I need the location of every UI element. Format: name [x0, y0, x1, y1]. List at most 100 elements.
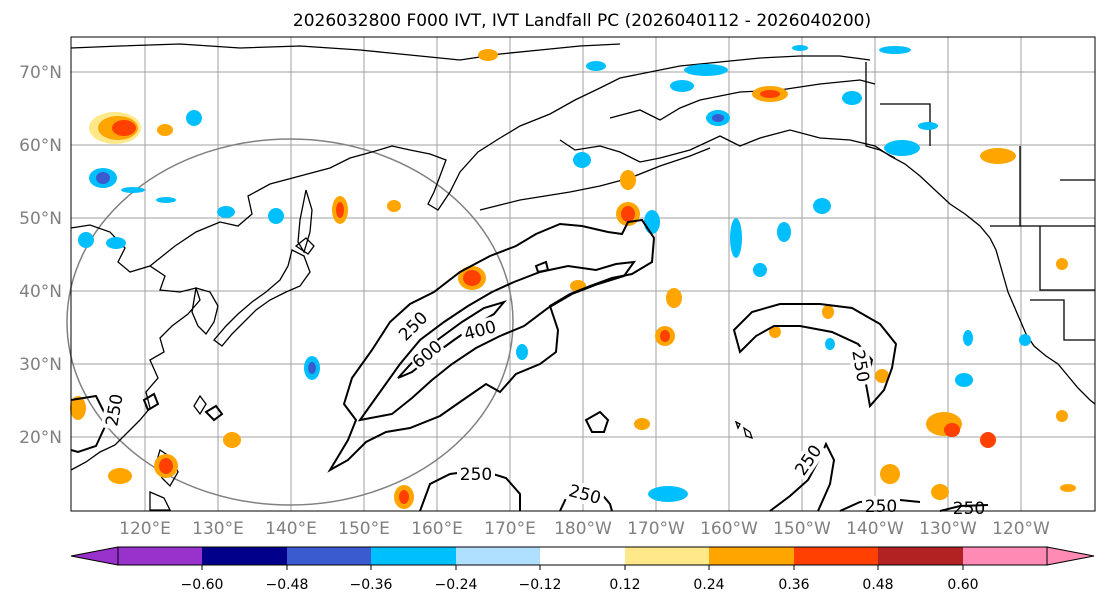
colorbar-extend-under	[70, 546, 119, 566]
patch	[944, 423, 960, 437]
lon-label-170e: 170°E	[484, 519, 536, 539]
contour-label-bg	[457, 464, 495, 484]
figure-title: 2026032800 F000 IVT, IVT Landfall PC (20…	[293, 11, 871, 31]
landfall-region-circle	[66, 138, 514, 506]
lat-label-70: 70°N	[19, 63, 62, 83]
patch	[918, 122, 938, 130]
patch	[1056, 258, 1068, 270]
patch	[387, 200, 401, 212]
contour-label-bg	[393, 306, 433, 346]
patch	[825, 338, 835, 350]
cbar-tick-label: −0.48	[266, 577, 309, 593]
map-frame	[70, 36, 1096, 512]
patch	[1019, 334, 1031, 346]
colorbar-ticks	[201, 565, 964, 570]
patch	[880, 464, 900, 484]
cbar-tick-label: 0.60	[947, 577, 978, 593]
lon-label-170w: 170°W	[627, 519, 685, 539]
colorbar-segment-2	[287, 547, 371, 565]
patch	[121, 187, 145, 193]
lat-label-30: 30°N	[19, 355, 62, 375]
contour-label-bg	[564, 479, 606, 509]
lon-label-150e: 150°E	[338, 519, 390, 539]
patch	[217, 206, 235, 218]
cbar-tick-label: −0.24	[435, 577, 478, 593]
patch	[156, 197, 176, 203]
patch	[760, 90, 780, 98]
patch	[792, 45, 808, 51]
patch	[159, 458, 173, 474]
lon-label-180w: 180°W	[554, 519, 612, 539]
patch	[308, 362, 316, 374]
patch	[670, 80, 694, 92]
patch	[463, 270, 481, 286]
patch	[980, 148, 1016, 164]
contour-label-bg	[847, 345, 875, 387]
patch	[955, 373, 973, 387]
cbar-tick-label: −0.12	[519, 577, 562, 593]
colorbar-segment-3	[371, 547, 456, 565]
positive-anomaly-patches	[70, 49, 1076, 509]
lat-label-20: 20°N	[19, 428, 62, 448]
contour-label-bg	[788, 438, 828, 482]
patch	[875, 369, 889, 383]
patch	[620, 170, 636, 190]
colorbar-extend-over	[1046, 546, 1095, 566]
contour-label-bg	[407, 335, 447, 373]
patch	[879, 46, 911, 54]
patch	[884, 140, 920, 156]
patch	[157, 124, 173, 136]
colorbar-segment-6	[625, 547, 709, 565]
lon-label-130w: 130°W	[919, 519, 977, 539]
contour-label-bg	[459, 315, 501, 345]
patch	[666, 288, 682, 308]
patch	[621, 206, 635, 222]
colorbar-segment-9	[878, 547, 963, 565]
patch	[70, 396, 86, 420]
patch	[648, 486, 688, 502]
lat-label-60: 60°N	[19, 136, 62, 156]
patch	[712, 114, 724, 122]
patch	[684, 64, 728, 76]
patch	[660, 330, 670, 342]
lon-label-140w: 140°W	[846, 519, 904, 539]
patch	[223, 432, 241, 448]
patch	[108, 468, 132, 484]
patch	[96, 172, 110, 184]
patch	[822, 305, 834, 319]
lon-label-160w: 160°W	[700, 519, 758, 539]
patch	[268, 208, 284, 224]
colorbar: −0.60 −0.48 −0.36 −0.24 −0.12 0.12 0.24 …	[70, 546, 1095, 593]
cbar-tick-label: 0.36	[778, 577, 809, 593]
patch	[777, 222, 791, 242]
cbar-tick-label: 0.48	[862, 577, 893, 593]
patch	[980, 432, 996, 448]
contour-label-bg	[100, 389, 128, 431]
patch	[336, 202, 344, 218]
colorbar-segment-5	[540, 547, 625, 565]
lon-label-150w: 150°W	[773, 519, 831, 539]
cbar-tick-label: −0.36	[350, 577, 393, 593]
colorbar-segment-4	[456, 547, 540, 565]
patch	[78, 232, 94, 248]
patch	[813, 198, 831, 214]
patch	[106, 237, 126, 249]
lon-label-120w: 120°W	[992, 519, 1050, 539]
patch	[634, 418, 650, 430]
lon-label-140e: 140°E	[265, 519, 317, 539]
patch	[963, 330, 973, 346]
cbar-tick-label: 0.12	[609, 577, 640, 593]
patch	[842, 91, 862, 105]
lat-label-40: 40°N	[19, 282, 62, 302]
lat-label-50: 50°N	[19, 209, 62, 229]
lat-labels: 70°N 60°N 50°N 40°N 30°N 20°N	[19, 63, 62, 448]
patch	[186, 110, 202, 126]
patch	[644, 210, 660, 234]
colorbar-segment-under	[118, 547, 202, 565]
coastlines	[70, 43, 1096, 511]
patch	[573, 152, 591, 168]
map-panel: 250 400 600 250 250 250 250 250 250 250	[66, 36, 1096, 519]
patch	[516, 344, 528, 360]
patch	[112, 120, 136, 136]
patch	[730, 218, 742, 258]
